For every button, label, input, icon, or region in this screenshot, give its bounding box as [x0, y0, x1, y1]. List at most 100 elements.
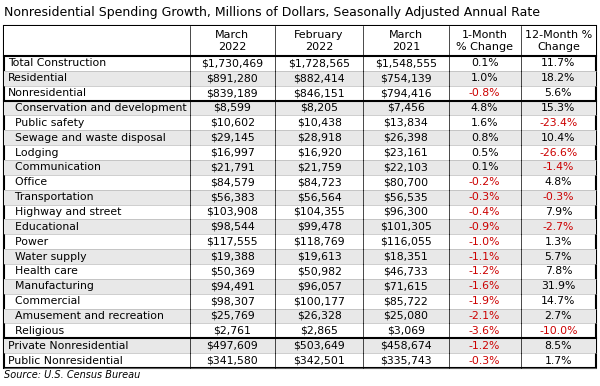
Text: $23,161: $23,161 [383, 147, 428, 157]
Text: $21,759: $21,759 [296, 163, 341, 173]
Text: $85,722: $85,722 [383, 296, 428, 306]
Text: -0.3%: -0.3% [469, 192, 500, 202]
Text: $26,328: $26,328 [296, 311, 341, 321]
Text: -23.4%: -23.4% [539, 118, 577, 128]
Text: Power: Power [8, 237, 48, 247]
Text: 5.7%: 5.7% [545, 252, 572, 262]
Text: 31.9%: 31.9% [541, 281, 575, 291]
Text: $25,769: $25,769 [210, 311, 254, 321]
Text: $96,057: $96,057 [296, 281, 341, 291]
Text: $497,609: $497,609 [206, 341, 258, 351]
Bar [4, 26, 596, 56]
Text: $10,438: $10,438 [296, 118, 341, 128]
Text: March
2022: March 2022 [215, 30, 250, 52]
Text: -1.1%: -1.1% [469, 252, 500, 262]
Bar [4, 71, 596, 86]
Text: -2.1%: -2.1% [469, 311, 500, 321]
Text: $18,351: $18,351 [383, 252, 428, 262]
Text: -26.6%: -26.6% [539, 147, 577, 157]
Text: $22,103: $22,103 [383, 163, 428, 173]
Text: $19,388: $19,388 [210, 252, 254, 262]
Text: $16,920: $16,920 [296, 147, 341, 157]
Text: $846,151: $846,151 [293, 88, 345, 98]
Text: 4.8%: 4.8% [471, 103, 499, 113]
Text: $26,398: $26,398 [383, 133, 428, 143]
Text: $96,300: $96,300 [383, 207, 428, 217]
Text: $50,369: $50,369 [210, 266, 255, 276]
Text: $10,602: $10,602 [210, 118, 255, 128]
Text: 1-Month
% Change: 1-Month % Change [456, 30, 513, 52]
Text: Manufacturing: Manufacturing [8, 281, 94, 291]
Text: Transportation: Transportation [8, 192, 94, 202]
Text: $84,579: $84,579 [210, 177, 254, 187]
Text: $104,355: $104,355 [293, 207, 345, 217]
Text: 1.7%: 1.7% [545, 356, 572, 366]
Bar [4, 249, 596, 264]
Text: Private Nonresidential: Private Nonresidential [8, 341, 128, 351]
Text: -1.2%: -1.2% [469, 266, 500, 276]
Text: -1.2%: -1.2% [469, 341, 500, 351]
Bar [4, 101, 596, 115]
Text: -1.6%: -1.6% [469, 281, 500, 291]
Text: $8,205: $8,205 [300, 103, 338, 113]
Text: 11.7%: 11.7% [541, 58, 575, 68]
Text: Residential: Residential [8, 73, 68, 83]
Text: Public safety: Public safety [8, 118, 84, 128]
Bar [4, 26, 596, 368]
Text: 12-Month %
Change: 12-Month % Change [525, 30, 592, 52]
Text: -0.2%: -0.2% [469, 177, 500, 187]
Text: February
2022: February 2022 [295, 30, 344, 52]
Text: Highway and street: Highway and street [8, 207, 121, 217]
Bar [4, 219, 596, 234]
Text: $3,069: $3,069 [387, 326, 425, 336]
Text: $794,416: $794,416 [380, 88, 431, 98]
Text: -10.0%: -10.0% [539, 326, 578, 336]
Text: -0.4%: -0.4% [469, 207, 500, 217]
Text: $99,478: $99,478 [296, 222, 341, 232]
Text: $101,305: $101,305 [380, 222, 432, 232]
Text: -0.9%: -0.9% [469, 222, 500, 232]
Text: $1,548,555: $1,548,555 [375, 58, 437, 68]
Text: $882,414: $882,414 [293, 73, 345, 83]
Text: $25,080: $25,080 [383, 311, 428, 321]
Text: 1.3%: 1.3% [545, 237, 572, 247]
Text: Public Nonresidential: Public Nonresidential [8, 356, 123, 366]
Text: Sewage and waste disposal: Sewage and waste disposal [8, 133, 166, 143]
Text: $100,177: $100,177 [293, 296, 345, 306]
Text: 2.7%: 2.7% [545, 311, 572, 321]
Text: $13,834: $13,834 [383, 118, 428, 128]
Text: $71,615: $71,615 [383, 281, 428, 291]
Text: March
2021: March 2021 [389, 30, 423, 52]
Text: $335,743: $335,743 [380, 356, 431, 366]
Text: $891,280: $891,280 [206, 73, 258, 83]
Bar [4, 160, 596, 175]
Text: $98,307: $98,307 [210, 296, 255, 306]
Text: $1,730,469: $1,730,469 [201, 58, 263, 68]
Text: Conservation and development: Conservation and development [8, 103, 187, 113]
Text: Commercial: Commercial [8, 296, 80, 306]
Text: $341,580: $341,580 [206, 356, 258, 366]
Text: Lodging: Lodging [8, 147, 59, 157]
Text: $84,723: $84,723 [296, 177, 341, 187]
Bar [4, 279, 596, 294]
Text: $2,761: $2,761 [214, 326, 251, 336]
Text: -1.0%: -1.0% [469, 237, 500, 247]
Text: Source: U.S. Census Bureau: Source: U.S. Census Bureau [4, 370, 140, 380]
Text: $839,189: $839,189 [206, 88, 258, 98]
Text: $8,599: $8,599 [214, 103, 251, 113]
Text: $56,564: $56,564 [296, 192, 341, 202]
Text: $21,791: $21,791 [210, 163, 254, 173]
Text: $103,908: $103,908 [206, 207, 258, 217]
Text: 4.8%: 4.8% [545, 177, 572, 187]
Text: 5.6%: 5.6% [545, 88, 572, 98]
Bar [4, 130, 596, 145]
Text: -3.6%: -3.6% [469, 326, 500, 336]
Text: $342,501: $342,501 [293, 356, 345, 366]
Text: $1,728,565: $1,728,565 [288, 58, 350, 68]
Text: 1.6%: 1.6% [471, 118, 499, 128]
Text: $117,555: $117,555 [206, 237, 258, 247]
Text: -0.3%: -0.3% [469, 356, 500, 366]
Text: $94,491: $94,491 [210, 281, 254, 291]
Text: 0.8%: 0.8% [471, 133, 499, 143]
Text: $56,535: $56,535 [383, 192, 428, 202]
